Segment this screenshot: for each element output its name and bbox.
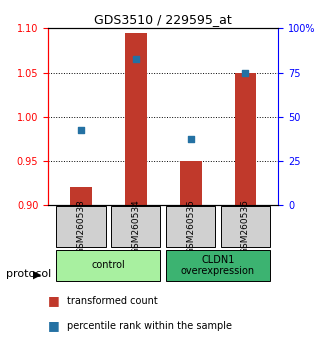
- Text: GSM260534: GSM260534: [131, 199, 140, 254]
- Point: [78, 127, 84, 133]
- FancyBboxPatch shape: [221, 206, 270, 247]
- FancyBboxPatch shape: [56, 250, 160, 281]
- Text: protocol: protocol: [6, 269, 52, 279]
- Bar: [180, 161, 202, 205]
- Text: percentile rank within the sample: percentile rank within the sample: [67, 321, 232, 331]
- Bar: [125, 33, 147, 205]
- FancyBboxPatch shape: [56, 206, 106, 247]
- Bar: [70, 187, 92, 205]
- Text: GSM260535: GSM260535: [186, 199, 195, 254]
- FancyBboxPatch shape: [166, 206, 215, 247]
- FancyBboxPatch shape: [111, 206, 160, 247]
- Text: ■: ■: [48, 295, 60, 307]
- Bar: [235, 73, 256, 205]
- Text: CLDN1
overexpression: CLDN1 overexpression: [181, 255, 255, 276]
- Text: control: control: [92, 261, 125, 270]
- Title: GDS3510 / 229595_at: GDS3510 / 229595_at: [94, 13, 232, 26]
- Text: ■: ■: [48, 319, 60, 332]
- Text: GSM260536: GSM260536: [241, 199, 250, 254]
- FancyBboxPatch shape: [166, 250, 270, 281]
- Point: [243, 70, 248, 75]
- Text: transformed count: transformed count: [67, 296, 158, 306]
- Point: [188, 136, 193, 142]
- Point: [133, 57, 138, 62]
- Text: ▶: ▶: [33, 269, 42, 279]
- Text: GSM260533: GSM260533: [76, 199, 85, 254]
